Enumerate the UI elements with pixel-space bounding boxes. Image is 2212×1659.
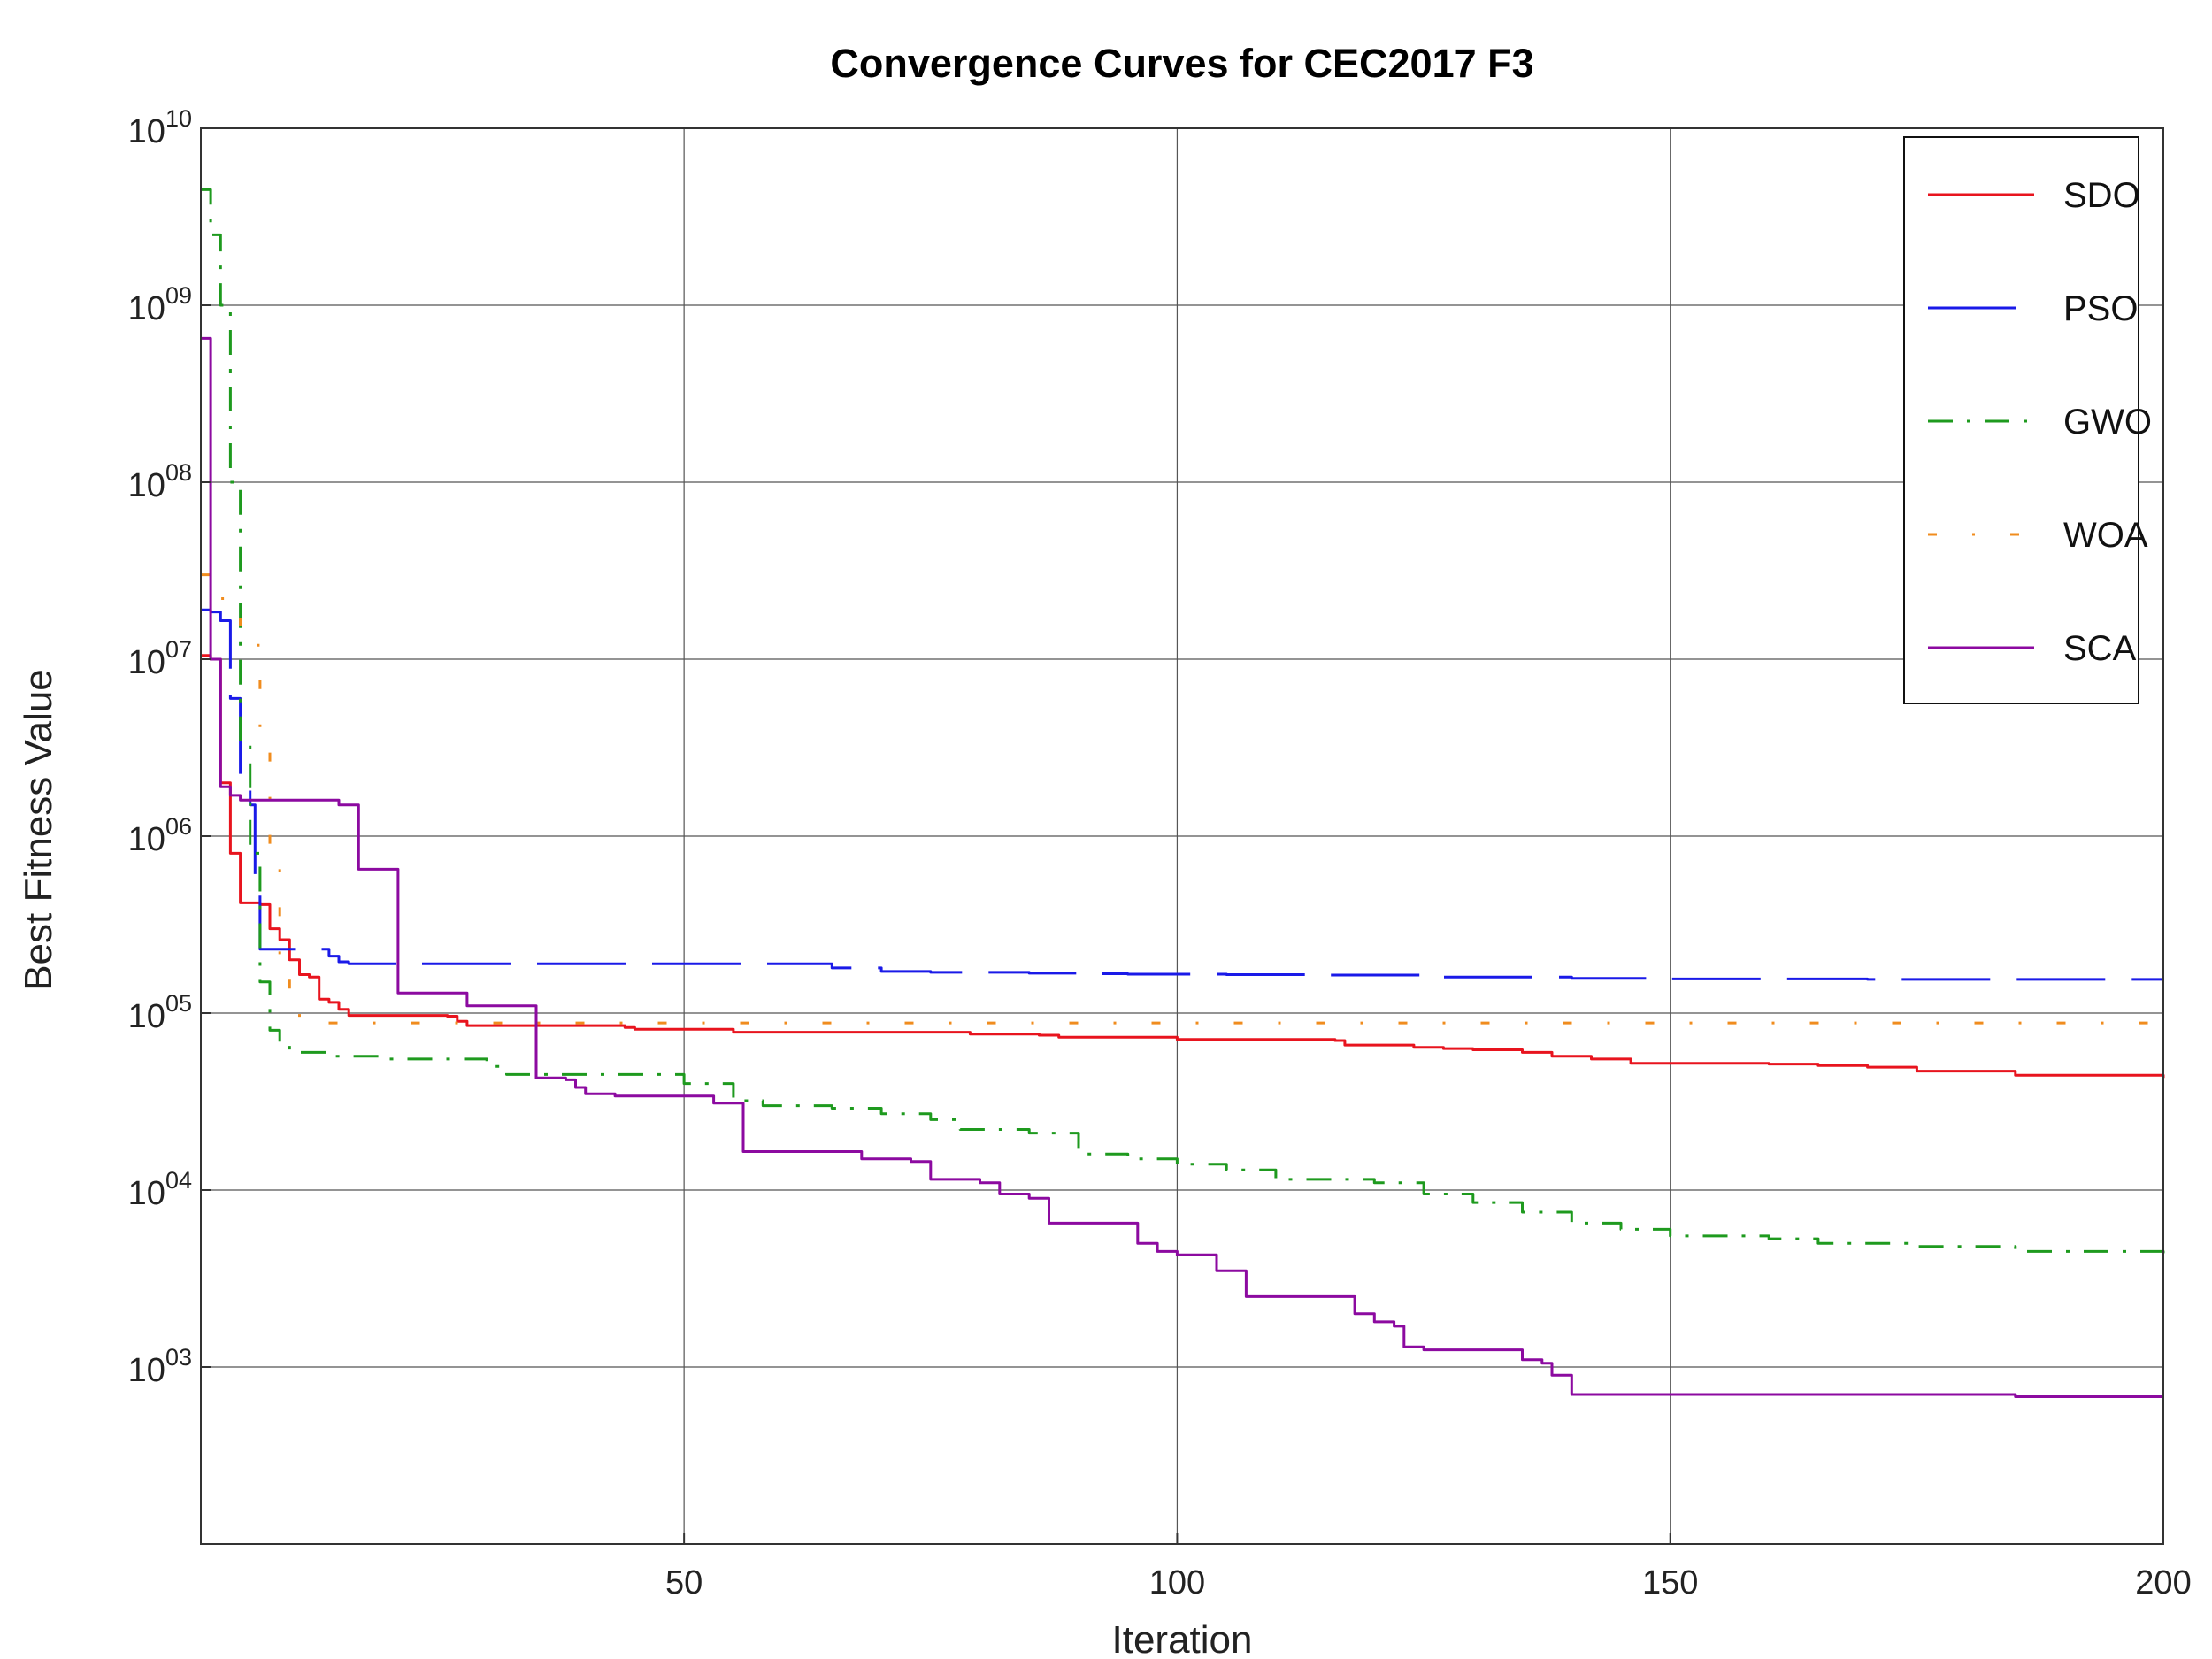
y-tick-label: 1006 <box>128 813 192 858</box>
grid <box>201 128 2164 1544</box>
y-tick-label: 1007 <box>128 636 192 681</box>
legend: SDO PSO GWO WOA SCA <box>1903 136 2152 704</box>
y-tick-label: 1005 <box>128 990 192 1035</box>
legend-label-sca: SCA <box>2063 629 2137 668</box>
y-tick-label: 1009 <box>128 282 192 327</box>
legend-label-gwo: GWO <box>2063 403 2152 442</box>
x-tick-label: 150 <box>1642 1564 1698 1601</box>
legend-label-pso: PSO <box>2063 289 2138 328</box>
series-line-gwo <box>201 188 2165 1256</box>
ticks: 50 100 150 200 1003 1004 1005 1006 1007 1008 1009 1… <box>128 105 2192 1601</box>
series-line-sca <box>201 336 2163 1398</box>
y-tick-label: 1010 <box>128 105 192 150</box>
x-tick-label: 200 <box>2135 1564 2191 1601</box>
chart-title: Convergence Curves for CEC2017 F3 <box>830 41 1533 86</box>
y-tick-label: 1003 <box>128 1344 192 1389</box>
x-tick-label: 50 <box>665 1564 703 1601</box>
series-line-sdo <box>201 654 2165 1079</box>
x-axis-label: Iteration <box>1112 1618 1253 1659</box>
x-tick-label: 100 <box>1149 1564 1205 1601</box>
series-lines <box>201 188 2165 1398</box>
y-tick-label: 1004 <box>128 1167 192 1212</box>
y-tick-label: 1008 <box>128 459 192 504</box>
legend-label-sdo: SDO <box>2063 176 2140 215</box>
legend-label-woa: WOA <box>2063 516 2148 555</box>
y-axis-label: Best Fitness Value <box>17 669 60 991</box>
series-line-pso <box>201 608 2163 981</box>
